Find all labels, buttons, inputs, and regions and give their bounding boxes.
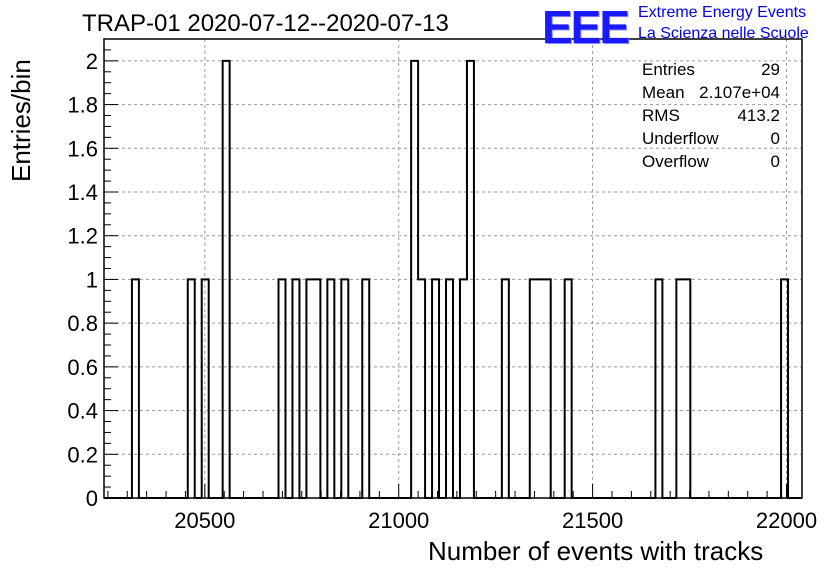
y-tick-label: 0.8 [67,311,98,336]
stats-label: Mean [642,83,685,102]
logo-line-2: La Scienza nelle Scuole [638,25,809,42]
y-tick-label: 1.6 [67,136,98,161]
histogram-bar [188,279,195,498]
logo-line-1: Extreme Energy Events [638,4,807,21]
y-tick-label: 0.2 [67,442,98,467]
histogram-bar [313,279,320,498]
stats-label: Underflow [642,129,719,148]
y-tick-label: 1 [86,267,98,292]
stats-row-overflow: Overflow 0 [642,152,780,175]
y-axis: 0 0.2 0.4 0.6 0.8 1 1.2 1.4 1.6 1.8 2 [67,38,118,511]
stats-value: 0 [770,129,780,148]
histogram-outline [104,59,802,499]
histogram-bar [432,279,439,498]
stats-label: RMS [642,106,680,125]
y-tick-label: 1.4 [67,180,98,205]
y-tick-label: 0.6 [67,355,98,380]
y-tick-label: 1.2 [67,224,98,249]
histogram-bar [306,279,313,498]
histogram-bar [279,279,286,498]
histogram-bar [781,279,788,498]
x-tick-label: 21500 [562,508,623,533]
histogram-bar [460,279,467,498]
stats-row-underflow: Underflow 0 [642,129,780,152]
stats-value: 29 [761,60,780,79]
histogram-bar [132,279,139,498]
x-tick-label: 21000 [368,508,429,533]
stats-value: 413.2 [737,106,780,125]
histogram-bar [418,279,425,498]
histogram-bar [544,279,551,498]
histogram-bar [446,279,453,498]
histogram-bar [530,279,537,498]
histogram-bar [655,279,662,498]
x-axis: 20500 21000 21500 22000 [107,484,817,533]
histogram-bar [676,279,683,498]
histogram-bar [327,279,334,498]
stats-box: Entries 29 Mean 2.107e+04 RMS 413.2 Unde… [642,60,780,175]
y-tick-label: 1.8 [67,93,98,118]
histogram-bar [537,279,544,498]
chart-title: TRAP-01 2020-07-12--2020-07-13 [82,10,449,37]
histogram-bar [341,279,348,498]
stats-label: Entries [642,60,695,79]
y-tick-label: 0 [86,486,98,511]
x-tick-label: 22000 [756,508,817,533]
stats-value: 0 [770,152,780,171]
stats-value: 2.107e+04 [699,83,780,102]
stats-row-rms: RMS 413.2 [642,106,780,129]
x-tick-label: 20500 [174,508,235,533]
y-tick-label: 2 [86,49,98,74]
eee-logo: EEE [542,1,630,53]
stats-row-mean: Mean 2.107e+04 [642,83,780,106]
x-axis-title: Number of events with tracks [428,536,764,566]
y-axis-title: Entries/bin [6,59,36,182]
histogram-bar [292,279,299,498]
histogram-bar [565,279,572,498]
histogram-bar [362,279,369,498]
histogram-bar [502,279,509,498]
y-tick-label: 0.4 [67,399,98,424]
stats-label: Overflow [642,152,710,171]
stats-row-entries: Entries 29 [642,60,780,83]
histogram-bar [683,279,690,498]
